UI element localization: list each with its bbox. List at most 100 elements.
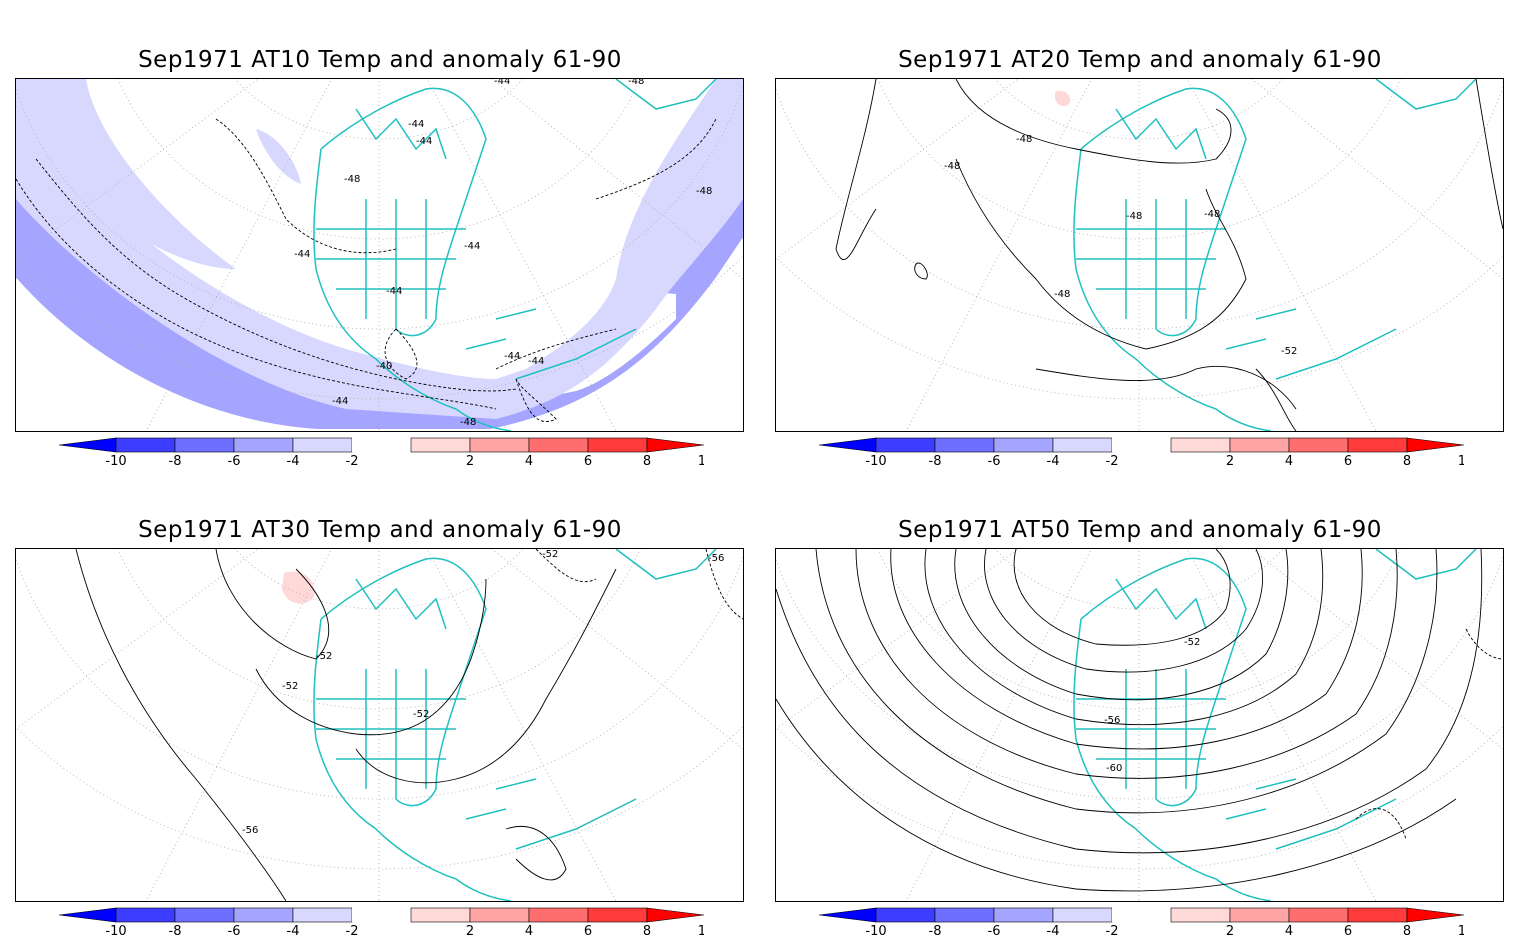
colorbar-tick-label: -6	[228, 924, 241, 939]
colorbar-segment	[1170, 907, 1231, 923]
colorbar-arrow-high	[1406, 907, 1464, 923]
colorbar-tick-label: 8	[643, 454, 651, 469]
contour-label: -48	[1016, 134, 1032, 145]
contour-label: -48	[344, 174, 360, 185]
colorbar-segment	[587, 437, 648, 453]
colorbar-segment	[115, 437, 176, 453]
colorbar-tick-label: 4	[525, 454, 533, 469]
colorbar-tick-label: 6	[1344, 924, 1352, 939]
colorbar: -10 -8 -6 -4 -2 2 4 6 8 10	[819, 907, 1464, 939]
colorbar-segment	[410, 437, 471, 453]
colorbar-segment	[1347, 907, 1408, 923]
colorbar-segment	[352, 438, 411, 452]
colorbar-tick-label: 10	[698, 454, 704, 469]
panel-at50: Sep1971 AT50 Temp and anomaly 61-90	[775, 513, 1505, 943]
map-outside-area	[486, 239, 743, 431]
anomaly-shade-neg2	[16, 79, 743, 419]
contour-label: -48	[460, 417, 476, 428]
colorbar-tick-label: -6	[228, 454, 241, 469]
colorbar-tick-label: -2	[1106, 924, 1119, 939]
contour-label: -48	[1204, 209, 1220, 220]
colorbar-tick-label: -8	[929, 924, 942, 939]
colorbar-segment	[587, 907, 648, 923]
colorbar: -10 -8 -6 -4 -2 2 4 6 8 10	[819, 437, 1464, 469]
contour-label: -48	[1054, 289, 1070, 300]
anomaly-shade-pos2	[282, 571, 315, 604]
contour-label: -56	[242, 825, 258, 836]
lat-lon-grid	[776, 79, 1503, 431]
colorbar-tick-label: 2	[466, 454, 474, 469]
colorbar-tick-label: 10	[1458, 924, 1464, 939]
colorbar-tick-label: 6	[584, 924, 592, 939]
contour-label: -44	[386, 286, 402, 297]
panel-title: Sep1971 AT30 Temp and anomaly 61-90	[138, 517, 622, 543]
colorbar-tick-label: -10	[105, 454, 126, 469]
panel-title: Sep1971 AT50 Temp and anomaly 61-90	[898, 517, 1382, 543]
colorbar-segment	[528, 437, 589, 453]
colorbar-segment	[934, 437, 995, 453]
colorbar-tick-label: 4	[525, 924, 533, 939]
coastlines	[1073, 79, 1477, 431]
colorbar-tick-label: -8	[169, 454, 182, 469]
contour-label: -52	[542, 549, 558, 560]
map-at30: -52 -56 -52 -52 -52 -56	[15, 548, 744, 902]
colorbar-tick-label: -4	[1047, 924, 1060, 939]
colorbar-tick-label: 10	[1458, 454, 1464, 469]
colorbar-arrow-low	[59, 437, 117, 453]
colorbar-segment	[469, 907, 530, 923]
colorbar-segment	[115, 907, 176, 923]
colorbar-tick-label: -10	[865, 454, 886, 469]
contour-label: -52	[413, 709, 429, 720]
colorbar-segment	[1112, 438, 1171, 452]
colorbar-tick-label: -8	[929, 454, 942, 469]
temperature-contours	[776, 549, 1503, 892]
map-at20: -48 -48 -48 -48 -48 -52	[775, 78, 1504, 432]
contour-label: -52	[316, 651, 332, 662]
contour-label: -56	[708, 553, 724, 564]
contour-label: -48	[696, 186, 712, 197]
contour-label: -44	[504, 351, 520, 362]
colorbar-tick-label: 2	[466, 924, 474, 939]
colorbar-segment	[1288, 437, 1349, 453]
colorbar-tick-label: -2	[346, 924, 359, 939]
anomaly-shade-pos2	[1054, 90, 1071, 107]
colorbar-tick-label: -10	[105, 924, 126, 939]
colorbar-tick-label: 4	[1285, 924, 1293, 939]
colorbar-segment	[1052, 907, 1113, 923]
temperature-contours	[835, 79, 1503, 431]
anomaly-shade-neg2	[256, 129, 301, 184]
contour-label: -44	[528, 356, 544, 367]
colorbar-tick-label: 4	[1285, 454, 1293, 469]
map-at50: -52 -56 -60	[775, 548, 1504, 902]
colorbar-segment	[875, 907, 936, 923]
colorbar-segment	[174, 437, 235, 453]
colorbar-segment	[174, 907, 235, 923]
contour-label: -44	[332, 396, 348, 407]
contour-label: -44	[464, 241, 480, 252]
contour-label: -44	[494, 79, 510, 87]
panel-title: Sep1971 AT10 Temp and anomaly 61-90	[138, 47, 622, 73]
coastlines	[313, 79, 717, 431]
colorbar: -10 -8 -6 -4 -2 2 4 6 8 10	[59, 437, 704, 469]
colorbar: -10 -8 -6 -4 -2 2 4 6 8 10	[59, 907, 704, 939]
panel-at20: Sep1971 AT20 Temp and anomaly 61-90	[775, 43, 1505, 473]
contour-label-group: -44 -48 -44 -48 -44 -44 -44 -44 -40 -44 …	[294, 79, 712, 428]
colorbar-tick-label: -6	[988, 924, 1001, 939]
colorbar-tick-label: 8	[1403, 924, 1411, 939]
colorbar-tick-label: 6	[1344, 454, 1352, 469]
colorbar-tick-label: 10	[698, 924, 704, 939]
colorbar-segment	[1288, 907, 1349, 923]
map-at50-svg: -52 -56 -60	[776, 549, 1503, 901]
colorbar-segment	[993, 907, 1054, 923]
contour-label: -52	[282, 681, 298, 692]
colorbar-tick-label: 8	[643, 924, 651, 939]
temperature-contours	[16, 118, 717, 422]
map-at20-svg: -48 -48 -48 -48 -48 -52	[776, 79, 1503, 431]
colorbar-segment	[1347, 437, 1408, 453]
colorbar-tick-label: 8	[1403, 454, 1411, 469]
map-at30-svg: -52 -56 -52 -52 -52 -56	[16, 549, 743, 901]
panel-title: Sep1971 AT20 Temp and anomaly 61-90	[898, 47, 1382, 73]
colorbar-segment	[352, 908, 411, 922]
colorbar-segment	[1229, 907, 1290, 923]
contour-label: -48	[1126, 211, 1142, 222]
